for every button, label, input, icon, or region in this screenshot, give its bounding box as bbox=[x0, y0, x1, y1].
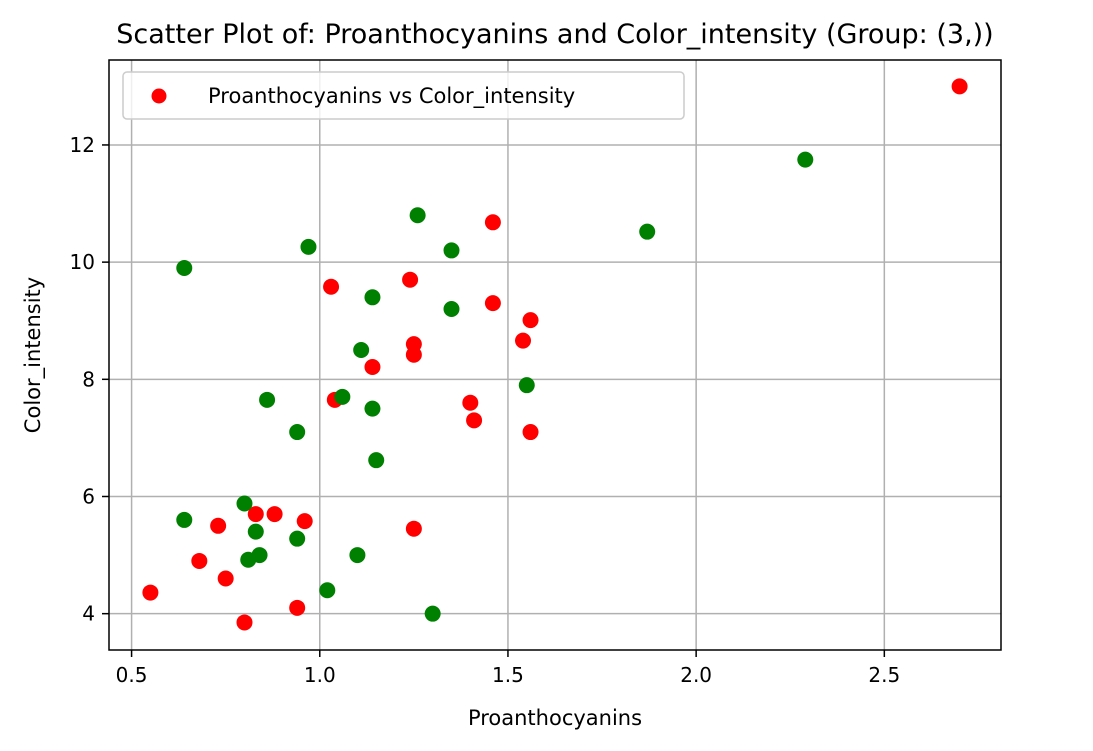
data-point bbox=[951, 78, 968, 95]
data-point bbox=[349, 547, 366, 564]
data-point bbox=[353, 342, 370, 359]
data-point bbox=[405, 520, 422, 537]
legend-label: Proanthocyanins vs Color_intensity bbox=[208, 84, 575, 109]
data-point bbox=[443, 242, 460, 259]
x-tick-label: 0.5 bbox=[116, 663, 148, 687]
data-point bbox=[364, 289, 381, 306]
data-point bbox=[484, 295, 501, 312]
data-point bbox=[364, 359, 381, 376]
x-tick-label: 2.0 bbox=[680, 663, 712, 687]
grid bbox=[109, 60, 1001, 650]
y-axis-label: Color_intensity bbox=[21, 277, 46, 433]
data-point bbox=[210, 517, 227, 534]
data-point bbox=[176, 511, 193, 528]
data-point bbox=[240, 551, 257, 568]
data-point bbox=[217, 570, 234, 587]
data-point bbox=[191, 552, 208, 569]
x-tick-label: 1.5 bbox=[492, 663, 524, 687]
data-point bbox=[289, 530, 306, 547]
data-point bbox=[236, 614, 253, 631]
data-point bbox=[334, 388, 351, 405]
data-point bbox=[405, 346, 422, 363]
data-point bbox=[515, 332, 532, 349]
y-tick-label: 12 bbox=[70, 133, 95, 157]
data-point bbox=[247, 506, 264, 523]
data-point bbox=[466, 412, 483, 429]
legend: Proanthocyanins vs Color_intensity bbox=[122, 71, 685, 120]
x-tick-label: 1.0 bbox=[304, 663, 336, 687]
data-point bbox=[319, 582, 336, 599]
data-point bbox=[402, 271, 419, 288]
data-point bbox=[176, 259, 193, 276]
data-points bbox=[142, 78, 968, 631]
data-point bbox=[462, 394, 479, 411]
y-tick-label: 6 bbox=[82, 484, 95, 508]
data-point bbox=[484, 214, 501, 231]
data-point bbox=[364, 400, 381, 417]
data-point bbox=[247, 523, 264, 540]
data-point bbox=[259, 391, 276, 408]
y-tick-label: 8 bbox=[82, 367, 95, 391]
data-point bbox=[639, 223, 656, 240]
data-point bbox=[296, 513, 313, 530]
y-axis: 4 6 8 10 12 bbox=[70, 133, 109, 626]
data-point bbox=[518, 377, 535, 394]
x-tick-label: 2.5 bbox=[868, 663, 900, 687]
data-point bbox=[522, 424, 539, 441]
data-point bbox=[424, 605, 441, 622]
x-axis: 0.5 1.0 1.5 2.0 2.5 bbox=[116, 650, 900, 687]
data-point bbox=[142, 584, 159, 601]
data-point bbox=[289, 424, 306, 441]
data-point bbox=[289, 599, 306, 616]
chart-title: Scatter Plot of: Proanthocyanins and Col… bbox=[116, 19, 993, 50]
legend-box bbox=[122, 71, 685, 120]
data-point bbox=[797, 151, 814, 168]
data-point bbox=[443, 301, 460, 318]
data-point bbox=[522, 312, 539, 329]
plot-frame bbox=[108, 59, 1002, 651]
data-point bbox=[323, 278, 340, 295]
data-point bbox=[266, 506, 283, 523]
data-point bbox=[409, 207, 426, 224]
data-point bbox=[300, 238, 317, 255]
x-axis-label: Proanthocyanins bbox=[468, 706, 642, 730]
data-point bbox=[236, 495, 253, 512]
y-tick-label: 4 bbox=[82, 602, 95, 626]
data-point bbox=[368, 452, 385, 469]
y-tick-label: 10 bbox=[70, 250, 95, 274]
legend-marker bbox=[151, 88, 167, 104]
